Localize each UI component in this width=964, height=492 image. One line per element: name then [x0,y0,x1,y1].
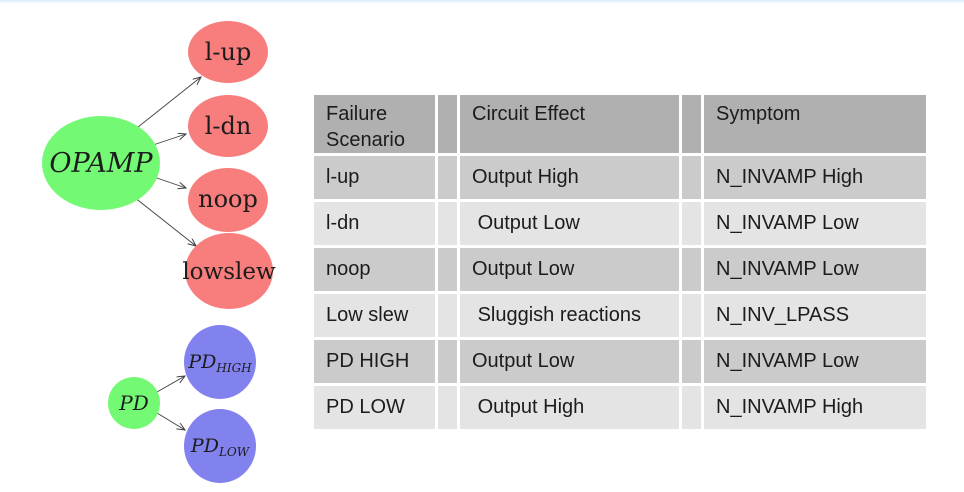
node-opamp: OPAMP [42,116,160,210]
table-row-cell-symptom: N_INVAMP High [704,386,926,429]
table-row-spacer [438,294,457,337]
node-noop-shape [188,168,268,232]
table-row-cell-effect: Output Low [460,340,679,383]
node-pd-low-label: PDLOW [190,435,251,459]
node-lowslew-label: lowslew [182,259,276,285]
table-row-cell-symptom: N_INVAMP High [704,156,926,199]
table-row-spacer [438,386,457,429]
header-circuit-effect: Circuit Effect [460,95,679,153]
node-pd-shape [108,377,160,429]
header-spacer-1 [438,95,457,153]
node-pd-low-main-text: PD [190,435,219,457]
node-pd-high-main-text: PD [187,351,216,373]
fault-tree-diagram: OPAMP l-up l-dn noop lowslew PD PDHIGH [42,21,276,483]
node-pd-low-shape [184,409,256,483]
node-l-up: l-up [188,21,268,83]
table-row-spacer [438,248,457,291]
edge-pd-pdhigh [156,376,185,393]
node-l-up-label: l-up [205,38,252,66]
table-row-spacer [438,340,457,383]
top-accent-line [0,0,964,3]
table-row-cell-effect: Sluggish reactions [460,294,679,337]
table-row-spacer [438,156,457,199]
table-row-cell-symptom: N_INVAMP Low [704,202,926,245]
edge-opamp-lowslew [133,196,196,246]
table-row-cell-scenario: l-up [314,156,435,199]
node-pd-high-shape [184,325,256,399]
failure-scenario-table: Failure Scenario Circuit Effect Symptom … [314,95,926,429]
table-row-spacer [682,294,701,337]
node-l-up-shape [188,21,268,83]
node-opamp-label: OPAMP [49,148,153,179]
node-l-dn-shape [188,95,268,157]
node-pd-high-subscript: HIGH [215,361,252,375]
table-row-spacer [682,340,701,383]
table-row-cell-scenario: l-dn [314,202,435,245]
table-row-spacer [682,156,701,199]
table-row-cell-scenario: Low slew [314,294,435,337]
node-pd-low-subscript: LOW [218,445,251,459]
node-pd: PD [108,377,160,429]
header-symptom: Symptom [704,95,926,153]
table-row-spacer [682,386,701,429]
node-l-dn: l-dn [188,95,268,157]
node-noop: noop [188,168,268,232]
node-lowslew: lowslew [182,233,276,309]
table-row-cell-scenario: PD HIGH [314,340,435,383]
node-pd-low: PDLOW [184,409,256,483]
node-l-dn-label: l-dn [205,112,252,140]
table-row-cell-symptom: N_INV_LPASS [704,294,926,337]
table-row-cell-effect: Output High [460,386,679,429]
node-opamp-shape [42,116,160,210]
table-row-cell-scenario: PD LOW [314,386,435,429]
node-pd-high: PDHIGH [184,325,256,399]
edge-opamp-l-up [132,77,201,132]
node-pd-label: PD [118,391,149,415]
table-row-spacer [682,202,701,245]
table-row-cell-symptom: N_INVAMP Low [704,248,926,291]
node-lowslew-shape [185,233,273,309]
header-spacer-2 [682,95,701,153]
header-failure-scenario: Failure Scenario [314,95,435,153]
table-row-cell-effect: Output Low [460,248,679,291]
table-row-spacer [438,202,457,245]
table-row-spacer [682,248,701,291]
table-row-cell-symptom: N_INVAMP Low [704,340,926,383]
table-row-cell-effect: Output Low [460,202,679,245]
node-pd-high-label: PDHIGH [187,351,252,375]
table-row-cell-effect: Output High [460,156,679,199]
table-row-cell-scenario: noop [314,248,435,291]
node-noop-label: noop [198,185,258,213]
edge-pd-pdlow [156,412,185,430]
